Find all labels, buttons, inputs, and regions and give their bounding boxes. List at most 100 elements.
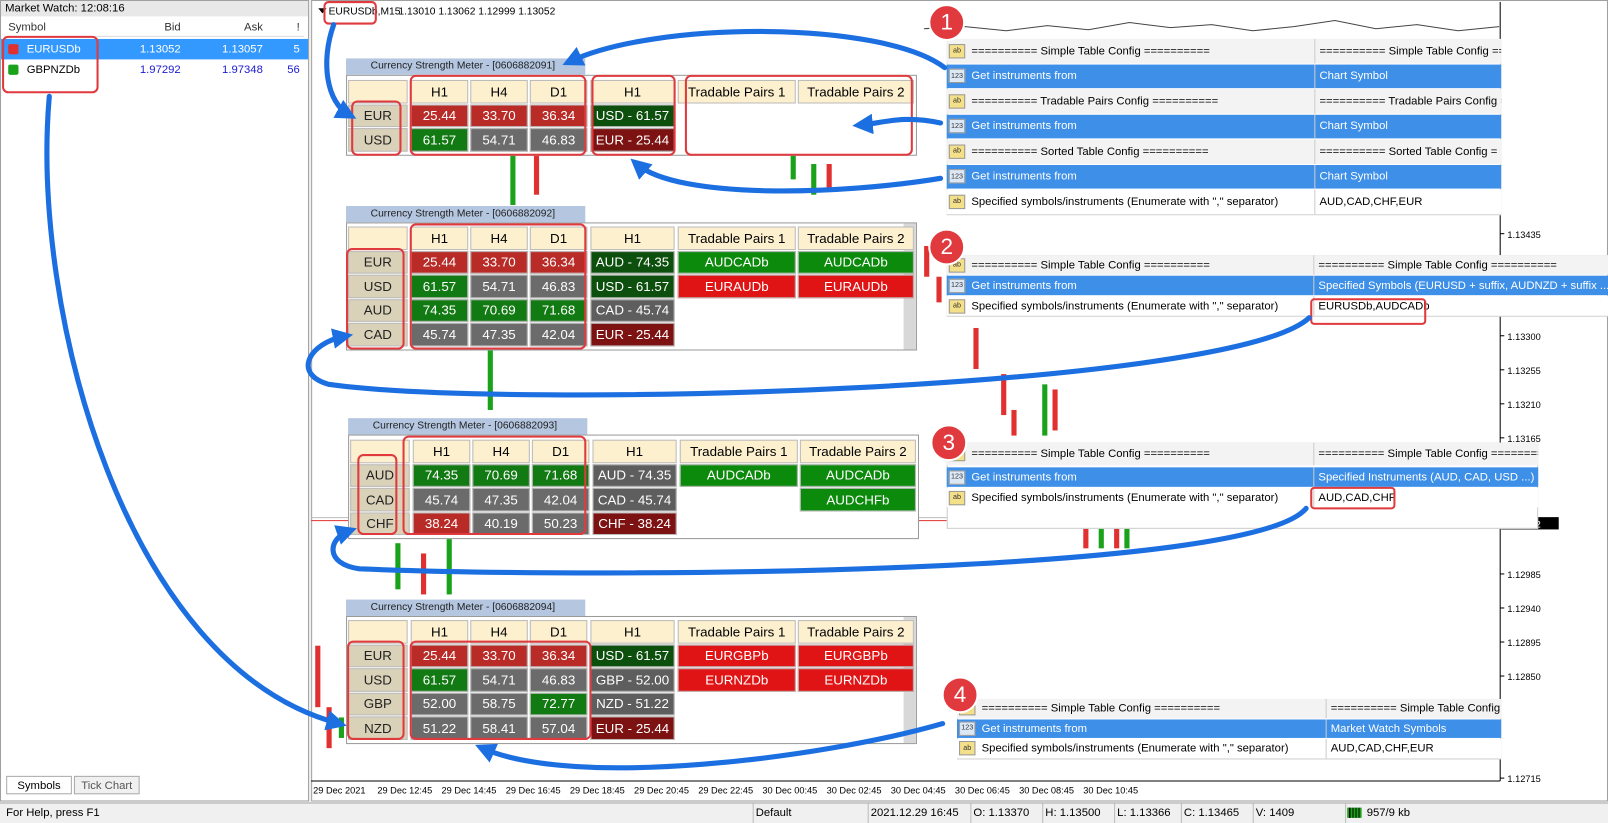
strength-value: 46.83 (529, 274, 588, 298)
config-row (946, 189, 1502, 214)
config-name: Specified symbols/instruments (Enumerate… (971, 299, 1279, 313)
config-name: Get instruments from (971, 69, 1077, 83)
config-name: Specified symbols/instruments (Enumerate… (971, 195, 1279, 208)
config-name: ========== Sorted Table Config =========… (971, 145, 1209, 158)
strength-value: 57.04 (529, 716, 588, 740)
strength-value: 71.68 (529, 298, 588, 322)
config-value: Market Watch Symbols (1325, 718, 1502, 738)
header-blank (348, 226, 408, 250)
pairs-header: Tradable Pairs 1 (677, 79, 796, 104)
currency-label: EUR (348, 104, 408, 128)
price-label: 1.12940 (1507, 604, 1540, 614)
time-label: 29 Dec 16:45 (506, 785, 561, 795)
sorted-value: EUR - 25.44 (590, 128, 675, 152)
mw-symbol-icon (8, 44, 19, 55)
config-name: Specified symbols/instruments (Enumerate… (981, 742, 1289, 755)
time-label: 30 Dec 10:45 (1083, 785, 1138, 795)
mw-symbol: EURUSDb (26, 43, 81, 56)
price-label: 1.12850 (1507, 672, 1540, 682)
currency-label: GBP (348, 692, 408, 716)
price-label: 1.13165 (1507, 434, 1540, 444)
currency-label: CAD (350, 487, 410, 511)
config-row (946, 467, 1539, 487)
strength-value: 47.35 (472, 487, 530, 511)
config-icon: ab (948, 194, 966, 209)
traffic-icon (1347, 807, 1362, 818)
tradable-pair: EURGBPb (797, 644, 914, 668)
currency-label: AUD (348, 298, 408, 322)
sorted-value: AUD - 74.35 (592, 463, 677, 487)
time-label: 29 Dec 18:45 (570, 785, 625, 795)
header-blank (348, 620, 408, 644)
config-name: ========== Simple Table Config =========… (971, 447, 1210, 461)
pairs-header: Tradable Pairs 1 (677, 226, 796, 250)
strength-value: 74.35 (412, 463, 471, 487)
mw-tab[interactable]: Symbols (6, 775, 72, 795)
chart-ohlc: 1.13010 1.13062 1.12999 1.13052 (398, 6, 555, 17)
status-field: For Help, press F1 (6, 806, 100, 819)
price-label: 1.13255 (1507, 366, 1540, 376)
config-name: Get instruments from (971, 120, 1077, 133)
timeframe-header: H4 (472, 439, 530, 463)
timeframe-header: H4 (470, 79, 528, 104)
strength-value: 61.57 (410, 668, 469, 692)
candle (1052, 389, 1058, 431)
sorted-value: NZD - 51.22 (590, 692, 675, 716)
config-value: AUD,CAD,CHF,EUR (1325, 738, 1502, 758)
strength-value: 38.24 (412, 511, 471, 536)
currency-label: EUR (348, 250, 408, 274)
strength-value: 25.44 (410, 644, 469, 668)
tradable-pair: AUDCHFb (799, 487, 916, 511)
mw-price: 1.13057 (222, 43, 263, 56)
config-icon: ab (948, 43, 966, 59)
config-name: Get instruments from (971, 170, 1077, 183)
sorted-header: H1 (590, 226, 675, 250)
header-blank (350, 439, 410, 463)
candle (510, 153, 516, 205)
sorted-value: AUD - 74.35 (590, 250, 675, 274)
timeframe-header: D1 (531, 439, 590, 463)
step-badge: 1 (928, 4, 966, 41)
config-name: Get instruments from (981, 722, 1088, 735)
config-row (956, 738, 1502, 758)
config-value: ========== Simple Table Config =========… (1313, 255, 1608, 275)
status-field: H: 1.13500 (1042, 803, 1112, 823)
mw-price: 1.97292 (139, 63, 181, 76)
sorted-header: H1 (590, 620, 675, 644)
config-value: AUD,CAD,CHF (1313, 487, 1538, 508)
strength-value: 46.83 (529, 668, 588, 692)
pairs-header: Tradable Pairs 1 (677, 620, 796, 644)
config-row (946, 38, 1502, 64)
tradable-pair: EURGBPb (677, 644, 796, 668)
mw-column-header: Ask (184, 18, 267, 37)
config-icon: 123 (948, 119, 966, 134)
config-icon: ab (948, 298, 966, 314)
timeframe-header: D1 (529, 79, 588, 104)
step-badge: 2 (928, 228, 966, 266)
config-icon: ab (948, 144, 966, 159)
strength-value: 36.34 (529, 104, 588, 128)
mw-tab[interactable]: Tick Chart (73, 775, 140, 795)
status-field: V: 1409 (1252, 803, 1340, 823)
meter-title-bar: Currency Strength Meter - [0606882092] (346, 206, 586, 223)
config-value: Specified Symbols (EURUSD + suffix, AUDN… (1313, 275, 1608, 296)
tradable-pair: AUDCADb (677, 250, 796, 274)
config-row (946, 296, 1608, 316)
config-name: Get instruments from (971, 470, 1077, 484)
price-label: 1.12715 (1507, 774, 1540, 784)
config-value: ========== Sorted Table Config = (1314, 139, 1501, 164)
status-field: 957/9 kb (1345, 803, 1437, 823)
config-value: Chart Symbol (1314, 164, 1501, 189)
currency-label: AUD (350, 463, 410, 487)
pairs-header: Tradable Pairs 2 (797, 79, 914, 104)
config-value: AUD,CAD,CHF,EUR (1314, 189, 1501, 214)
sorted-header: H1 (592, 439, 677, 463)
strength-value: 45.74 (412, 487, 471, 511)
config-row (946, 139, 1502, 164)
sorted-header: H1 (590, 79, 675, 104)
strength-value: 33.70 (470, 104, 528, 128)
strength-value: 36.34 (529, 250, 588, 274)
currency-label: NZD (348, 716, 408, 740)
meter-title-bar: Currency Strength Meter - [0606882094] (346, 599, 586, 616)
time-label: 29 Dec 14:45 (442, 785, 497, 795)
